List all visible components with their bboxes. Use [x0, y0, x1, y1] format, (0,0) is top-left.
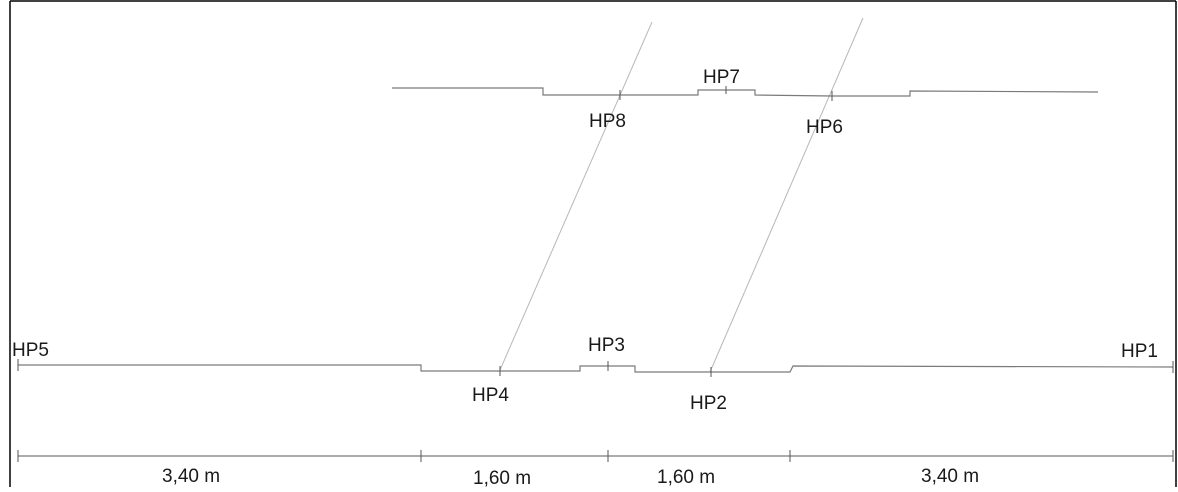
label-hp6: HP6: [806, 117, 843, 138]
label-hp3: HP3: [588, 335, 625, 356]
dimension-label-3: 1,60 m: [657, 467, 715, 487]
label-hp2: HP2: [690, 393, 727, 414]
skew-line-left: [499, 21, 653, 371]
dimension-label-1: 3,40 m: [162, 466, 220, 487]
label-hp7: HP7: [703, 67, 740, 88]
label-hp4: HP4: [472, 385, 509, 406]
lower-profile-line: [18, 364, 1174, 373]
label-hp5: HP5: [12, 340, 49, 361]
upper-profile-line: [392, 87, 1099, 97]
label-hp1: HP1: [1121, 341, 1158, 362]
skew-line-right: [709, 17, 864, 373]
label-hp8: HP8: [589, 111, 626, 132]
dimension-label-4: 3,40 m: [921, 466, 979, 487]
dimension-label-2: 1,60 m: [473, 468, 531, 487]
